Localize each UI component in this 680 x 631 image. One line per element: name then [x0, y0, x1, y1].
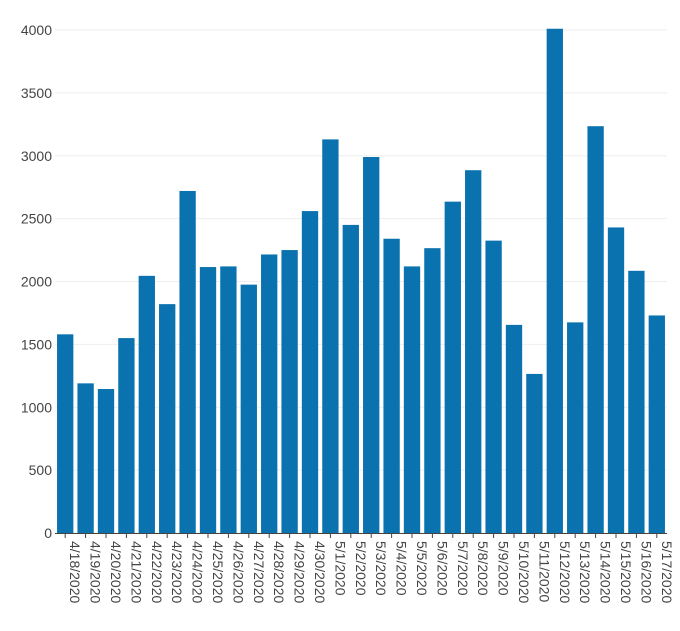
bar[interactable] [607, 227, 625, 534]
x-tick-label: 5/12/2020 [557, 541, 573, 603]
x-tick-label: 5/15/2020 [618, 541, 634, 603]
y-axis-ticks: 0 500 1000 1500 2000 2500 3000 3500 4000 [21, 22, 52, 541]
bar[interactable] [383, 238, 400, 533]
x-tick-label: 4/29/2020 [292, 541, 308, 603]
bar[interactable] [587, 126, 604, 533]
x-tick-label: 5/8/2020 [475, 541, 491, 596]
bar[interactable] [301, 211, 319, 533]
x-tick-label: 4/28/2020 [271, 541, 287, 603]
y-tick-label: 3000 [21, 148, 52, 164]
bar[interactable] [567, 322, 584, 533]
bar[interactable] [363, 157, 380, 533]
bar[interactable] [57, 334, 74, 533]
y-tick-label: 2000 [21, 274, 52, 290]
x-tick-label: 5/3/2020 [373, 541, 389, 596]
gridlines [55, 29, 667, 471]
x-tick-label: 4/24/2020 [190, 541, 206, 603]
x-tick-label: 5/10/2020 [516, 541, 532, 603]
x-tick-label: 5/1/2020 [332, 541, 348, 596]
bar[interactable] [118, 338, 135, 533]
bar[interactable] [526, 373, 543, 533]
x-tick-label: 5/9/2020 [496, 541, 512, 596]
y-tick-label: 0 [44, 525, 52, 541]
bar[interactable] [403, 266, 421, 533]
y-tick-label: 500 [29, 462, 53, 478]
x-tick-label: 4/19/2020 [88, 541, 104, 603]
bar[interactable] [220, 266, 237, 533]
bar[interactable] [240, 284, 257, 533]
bar[interactable] [546, 28, 563, 534]
y-tick-label: 4000 [21, 22, 52, 38]
bar[interactable] [628, 270, 645, 533]
bars [57, 28, 665, 534]
bar[interactable] [77, 383, 94, 533]
bar[interactable] [424, 248, 441, 533]
bar[interactable] [281, 250, 298, 533]
x-tick-label: 5/7/2020 [455, 541, 471, 596]
bar[interactable] [322, 139, 339, 533]
y-tick-label: 2500 [21, 211, 52, 227]
x-tick-label: 4/27/2020 [251, 541, 267, 603]
bar[interactable] [97, 389, 115, 533]
x-tick-label: 4/22/2020 [149, 541, 165, 603]
bar[interactable] [342, 224, 359, 533]
x-tick-label: 4/30/2020 [312, 541, 328, 603]
x-tick-label: 5/16/2020 [638, 541, 654, 603]
x-tick-label: 5/5/2020 [414, 541, 430, 596]
x-tick-label: 5/14/2020 [598, 541, 614, 603]
bar[interactable] [138, 275, 155, 533]
x-axis-ticks: 4/18/2020 4/19/2020 4/20/2020 4/21/2020 4/22… [64, 533, 675, 603]
x-tick-label: 5/13/2020 [577, 541, 593, 603]
x-tick-label: 5/6/2020 [434, 541, 450, 596]
x-tick-label: 4/26/2020 [230, 541, 246, 603]
bar[interactable] [505, 324, 523, 533]
bar[interactable] [179, 190, 196, 533]
x-tick-label: 5/4/2020 [394, 541, 410, 596]
x-tick-label: 5/17/2020 [659, 541, 675, 603]
bar[interactable] [465, 170, 482, 533]
bar[interactable] [159, 304, 176, 533]
bar[interactable] [485, 240, 502, 533]
x-tick-label: 4/20/2020 [108, 541, 124, 603]
y-tick-label: 1500 [21, 336, 52, 352]
x-tick-label: 4/18/2020 [67, 541, 83, 603]
bar[interactable] [444, 201, 461, 533]
bar[interactable] [261, 254, 278, 533]
x-tick-label: 4/25/2020 [210, 541, 226, 603]
x-tick-label: 5/2/2020 [353, 541, 369, 596]
x-tick-label: 5/11/2020 [536, 541, 552, 602]
bar[interactable] [199, 267, 217, 533]
y-tick-label: 1000 [21, 399, 52, 415]
y-tick-label: 3500 [21, 85, 52, 101]
x-tick-label: 4/21/2020 [128, 541, 144, 603]
x-tick-label: 4/23/2020 [169, 541, 185, 603]
bar[interactable] [648, 315, 665, 533]
